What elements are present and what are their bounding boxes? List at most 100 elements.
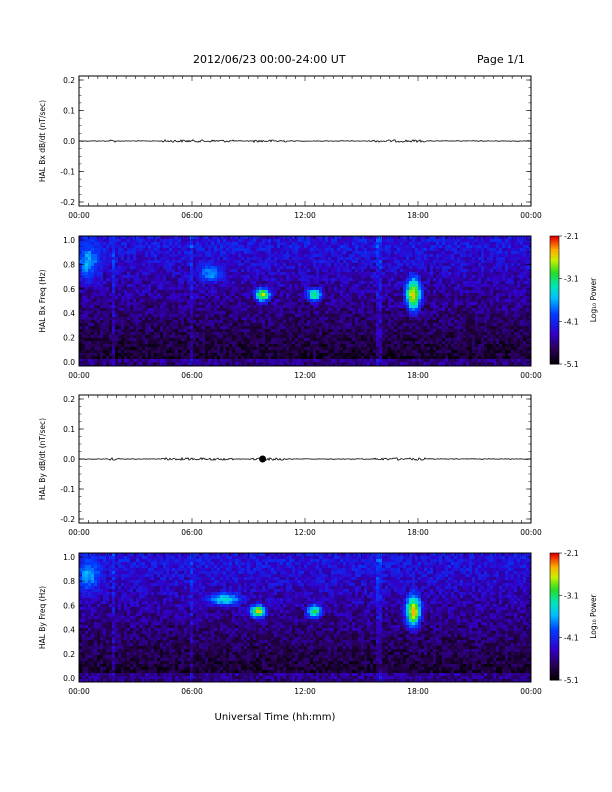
spectrogram-cell (85, 332, 88, 335)
spectrogram-cell (286, 329, 289, 332)
spectrogram-cell (403, 272, 406, 275)
spectrogram-cell (334, 272, 337, 275)
spectrogram-cell (127, 350, 130, 353)
spectrogram-cell (124, 329, 127, 332)
spectrogram-cell (172, 281, 175, 284)
spectrogram-cell (187, 275, 190, 278)
spectrogram-cell (268, 305, 271, 308)
spectrogram-cell (184, 254, 187, 257)
spectrogram-cell (136, 356, 139, 359)
spectrogram-cell (217, 362, 220, 365)
spectrogram-cell (262, 290, 265, 293)
spectrogram-cell (163, 341, 166, 344)
spectrogram-cell (340, 281, 343, 284)
spectrogram-cell (253, 302, 256, 305)
spectrogram-cell (115, 275, 118, 278)
spectrogram-cell (112, 284, 115, 287)
spectrogram-cell (256, 245, 259, 248)
spectrogram-cell (226, 287, 229, 290)
spectrogram-cell (268, 314, 271, 317)
spectrogram-cell (190, 335, 193, 338)
spectrogram-cell (316, 356, 319, 359)
spectrogram-cell (79, 242, 82, 245)
spectrogram-cell (130, 317, 133, 320)
spectrogram-cell (250, 344, 253, 347)
spectrogram-cell (322, 317, 325, 320)
spectrogram-cell (175, 299, 178, 302)
spectrogram-cell (370, 350, 373, 353)
spectrogram-cell (307, 347, 310, 350)
spectrogram-cell (118, 251, 121, 254)
spectrogram-cell (238, 236, 241, 239)
spectrogram-cell (310, 296, 313, 299)
spectrogram-cell (244, 260, 247, 263)
spectrogram-cell (385, 353, 388, 356)
spectrogram-cell (190, 311, 193, 314)
spectrogram-cell (277, 305, 280, 308)
spectrogram-cell (268, 254, 271, 257)
spectrogram-cell (322, 356, 325, 359)
spectrogram-cell (175, 239, 178, 242)
spectrogram-cell (364, 248, 367, 251)
spectrogram-cell (166, 326, 169, 329)
spectrogram-cell (346, 299, 349, 302)
spectrogram-cell (325, 287, 328, 290)
spectrogram-cell (349, 341, 352, 344)
spectrogram-cell (388, 266, 391, 269)
spectrogram-cell (286, 341, 289, 344)
spectrogram-cell (268, 293, 271, 296)
spectrogram-cell (238, 269, 241, 272)
spectrogram-cell (361, 323, 364, 326)
spectrogram-cell (328, 326, 331, 329)
spectrogram-cell (388, 347, 391, 350)
spectrogram-cell (148, 251, 151, 254)
spectrogram-cell (256, 341, 259, 344)
spectrogram-cell (391, 299, 394, 302)
spectrogram-cell (388, 248, 391, 251)
spectrogram-cell (205, 326, 208, 329)
spectrogram-cell (136, 332, 139, 335)
spectrogram-cell (331, 320, 334, 323)
spectrogram-cell (94, 275, 97, 278)
spectrogram-cell (130, 344, 133, 347)
spectrogram-cell (121, 362, 124, 365)
spectrogram-cell (328, 266, 331, 269)
spectrogram-cell (385, 359, 388, 362)
spectrogram-cell (277, 251, 280, 254)
spectrogram-cell (106, 251, 109, 254)
spectrogram-cell (379, 257, 382, 260)
spectrogram-cell (148, 347, 151, 350)
spectrogram-cell (373, 338, 376, 341)
spectrogram-cell (400, 347, 403, 350)
spectrogram-cell (157, 287, 160, 290)
spectrogram-cell (229, 269, 232, 272)
spectrogram-cell (271, 254, 274, 257)
spectrogram-cell (313, 266, 316, 269)
spectrogram-cell (256, 305, 259, 308)
spectrogram-cell (385, 248, 388, 251)
spectrogram-cell (208, 335, 211, 338)
spectrogram-cell (373, 257, 376, 260)
spectrogram-cell (400, 326, 403, 329)
spectrogram-cell (400, 296, 403, 299)
spectrogram-cell (139, 347, 142, 350)
spectrogram-cell (184, 245, 187, 248)
spectrogram-cell (142, 275, 145, 278)
spectrogram-cell (199, 299, 202, 302)
spectrogram-cell (373, 350, 376, 353)
spectrogram-cell (94, 263, 97, 266)
spectrogram-cell (145, 329, 148, 332)
spectrogram-cell (280, 248, 283, 251)
spectrogram-cell (406, 320, 409, 323)
spectrogram-cell (184, 314, 187, 317)
spectrogram-cell (223, 239, 226, 242)
spectrogram-cell (232, 236, 235, 239)
spectrogram-cell (103, 344, 106, 347)
spectrogram-cell (277, 308, 280, 311)
spectrogram-cell (382, 284, 385, 287)
spectrogram-cell (205, 260, 208, 263)
spectrogram-cell (319, 260, 322, 263)
spectrogram-cell (337, 311, 340, 314)
spectrogram-cell (82, 257, 85, 260)
spectrogram-cell (85, 323, 88, 326)
